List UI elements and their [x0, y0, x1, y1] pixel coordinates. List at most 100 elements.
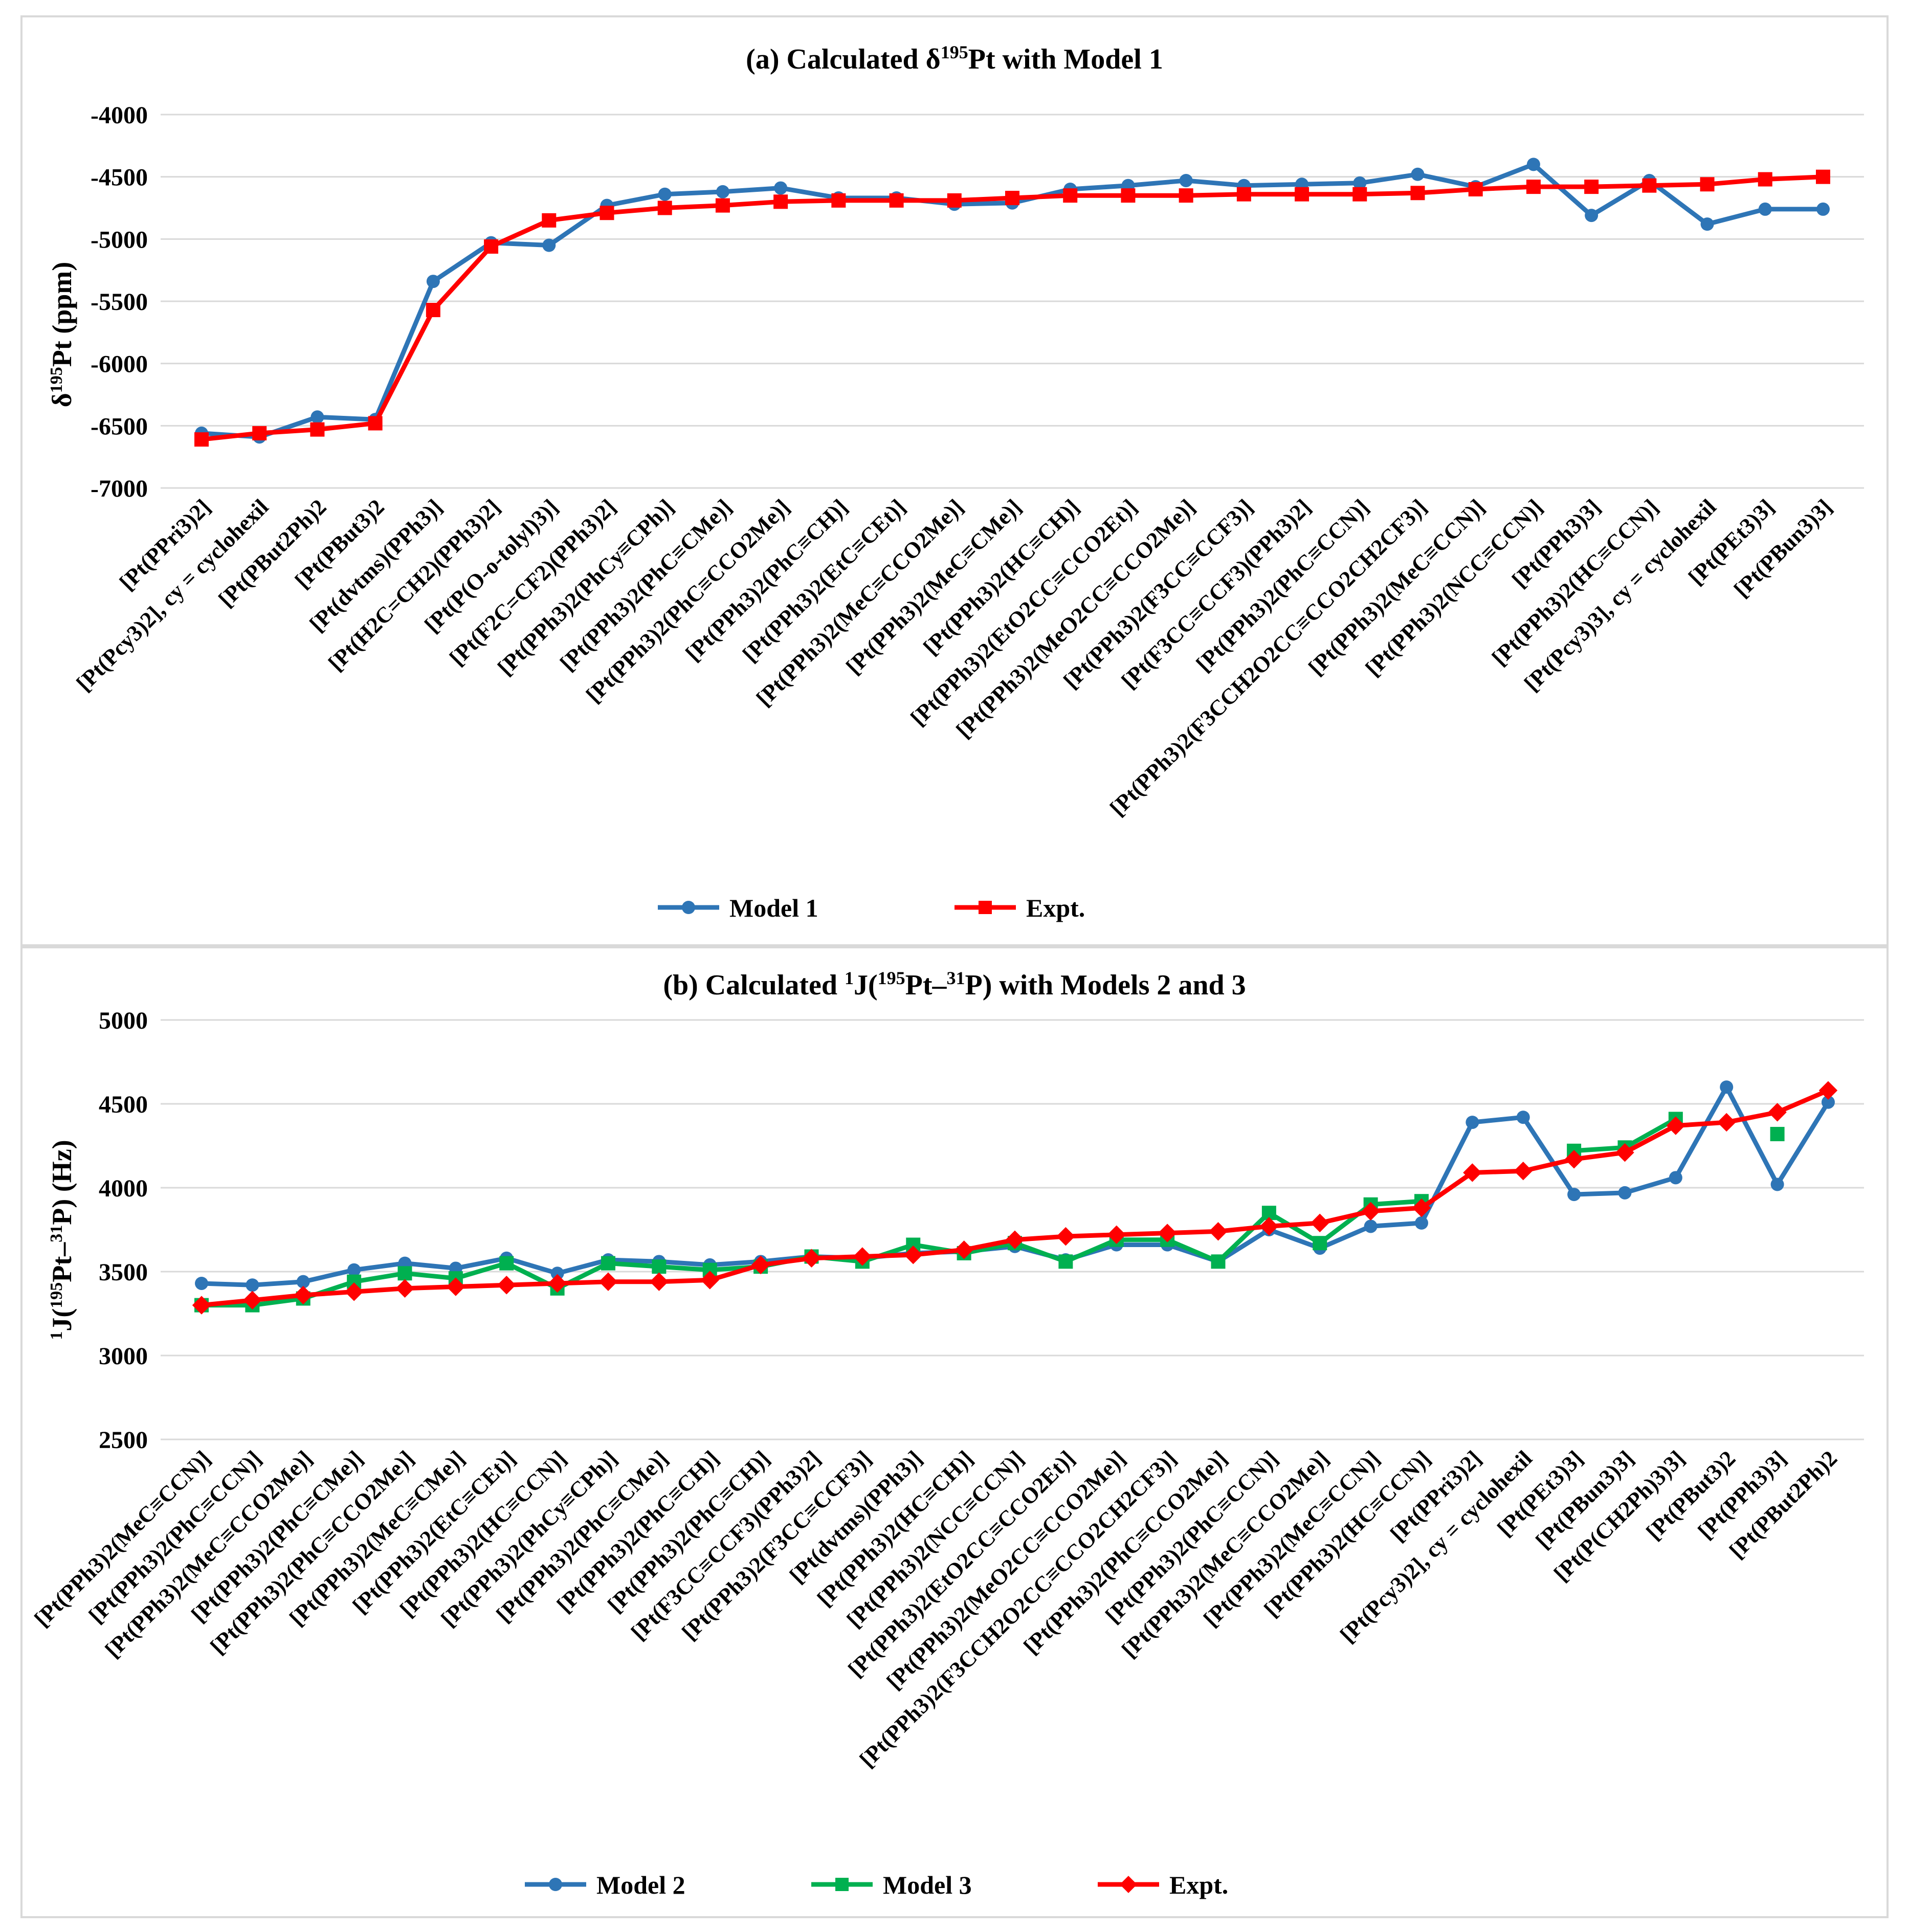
series-line	[199, 1088, 1831, 1308]
data-point	[294, 1285, 313, 1305]
data-point	[192, 1296, 211, 1315]
y-tick-label: -4000	[91, 102, 148, 129]
y-tick-label: 3500	[99, 1259, 148, 1286]
chart-b-title: (b) Calculated 1J(195Pt–31P) with Models…	[663, 968, 1246, 1001]
data-point	[954, 1240, 973, 1259]
y-tick-label: -5500	[91, 288, 148, 316]
data-point	[542, 238, 556, 252]
data-point	[1615, 1143, 1634, 1162]
data-point	[1768, 1103, 1787, 1122]
data-point	[1618, 1186, 1632, 1200]
data-point	[1758, 202, 1772, 216]
panel-a: (a) Calculated δ195Pt with Model 1 δ195P…	[20, 15, 1889, 946]
data-point	[1700, 177, 1715, 192]
data-point	[1179, 188, 1193, 203]
data-point	[499, 1256, 514, 1271]
data-point	[600, 206, 614, 220]
data-point	[426, 303, 440, 318]
legend-marker	[549, 1878, 562, 1891]
data-point	[831, 193, 846, 208]
series-expt-	[192, 1081, 1838, 1315]
data-point	[1352, 187, 1367, 202]
data-point	[1720, 1080, 1734, 1094]
data-point	[344, 1282, 364, 1301]
legend-marker	[682, 901, 695, 914]
data-point	[658, 187, 672, 201]
data-point	[1642, 178, 1657, 193]
y-tick-label: 4500	[99, 1091, 148, 1118]
series-model-3	[194, 1112, 1785, 1313]
legend-item: Expt.	[1098, 1871, 1228, 1899]
data-point	[1822, 1095, 1835, 1109]
data-point	[1313, 1236, 1327, 1251]
data-point	[395, 1279, 414, 1298]
data-point	[601, 1256, 615, 1271]
data-point	[1353, 176, 1367, 190]
chart-a-svg: (a) Calculated δ195Pt with Model 1 δ195P…	[47, 42, 1864, 922]
data-point	[1121, 188, 1136, 203]
data-point	[347, 1263, 361, 1277]
data-point	[243, 1291, 262, 1309]
data-point	[542, 213, 557, 228]
data-point	[1005, 1230, 1025, 1249]
data-point	[497, 1276, 516, 1295]
data-point	[368, 416, 383, 431]
data-point	[1158, 1224, 1177, 1242]
legend-item: Expt.	[954, 894, 1085, 922]
chart-a-legend: Model 1 Expt.	[658, 894, 1085, 922]
data-point	[1410, 186, 1425, 201]
data-point	[1412, 1198, 1431, 1217]
data-point	[700, 1271, 719, 1290]
legend-marker	[979, 901, 992, 914]
series-line	[199, 1084, 1831, 1287]
data-point	[889, 193, 904, 208]
legend-item: Model 3	[811, 1871, 972, 1899]
data-point	[1005, 191, 1019, 206]
chart-b-legend: Model 2 Model 3 Expt.	[525, 1871, 1228, 1899]
data-point	[1526, 158, 1540, 171]
chart-b-series	[192, 1080, 1838, 1315]
data-point	[1295, 187, 1309, 202]
y-tick-label: -7000	[91, 475, 148, 502]
data-point	[1209, 1222, 1228, 1241]
data-point	[550, 1267, 564, 1280]
legend-item: Model 1	[658, 894, 818, 922]
data-point	[1669, 1171, 1682, 1185]
y-tick-label: -4500	[91, 164, 148, 191]
data-point	[1466, 1116, 1479, 1129]
data-point	[652, 1259, 667, 1274]
data-point	[246, 1278, 259, 1292]
data-point	[1411, 167, 1425, 181]
data-point	[1816, 202, 1830, 216]
data-point	[773, 194, 788, 209]
chart-a-title: (a) Calculated δ195Pt with Model 1	[746, 42, 1163, 75]
data-point	[194, 432, 209, 447]
legend-marker	[835, 1878, 849, 1891]
data-point	[1415, 1216, 1428, 1230]
data-point	[1063, 188, 1078, 203]
legend-marker	[1120, 1876, 1137, 1893]
data-point	[1058, 1254, 1073, 1269]
chart-b-x-ticks: [Pt(PPh3)2(MeC≡CCN)][Pt(PPh3)2(PhC≡CCN)]…	[30, 1446, 1842, 1772]
data-point	[1259, 1217, 1279, 1236]
y-tick-label: -5000	[91, 226, 148, 253]
data-point	[1564, 1150, 1584, 1169]
data-point	[1361, 1202, 1380, 1221]
data-point	[1211, 1254, 1226, 1269]
data-point	[484, 239, 499, 254]
chart-b-grid	[161, 1019, 1864, 1440]
data-point	[1770, 1127, 1785, 1142]
data-point	[195, 1276, 208, 1290]
y-tick-label: -6500	[91, 413, 148, 440]
data-point	[1818, 1081, 1838, 1100]
data-point	[947, 193, 962, 208]
chart-a-x-ticks: [Pt(PPri3)2][Pt(Pcy3)2], cy = cyclohexil…	[72, 494, 1837, 820]
data-point	[1056, 1227, 1075, 1246]
data-point	[1514, 1162, 1533, 1181]
chart-b-svg: (b) Calculated 1J(195Pt–31P) with Models…	[30, 968, 1864, 1899]
chart-a-series	[194, 158, 1830, 447]
chart-a-y-axis-label: δ195Pt (ppm)	[47, 262, 77, 408]
data-point	[716, 185, 729, 198]
data-point	[310, 422, 325, 437]
panel-b: (b) Calculated 1J(195Pt–31P) with Models…	[20, 946, 1889, 1918]
